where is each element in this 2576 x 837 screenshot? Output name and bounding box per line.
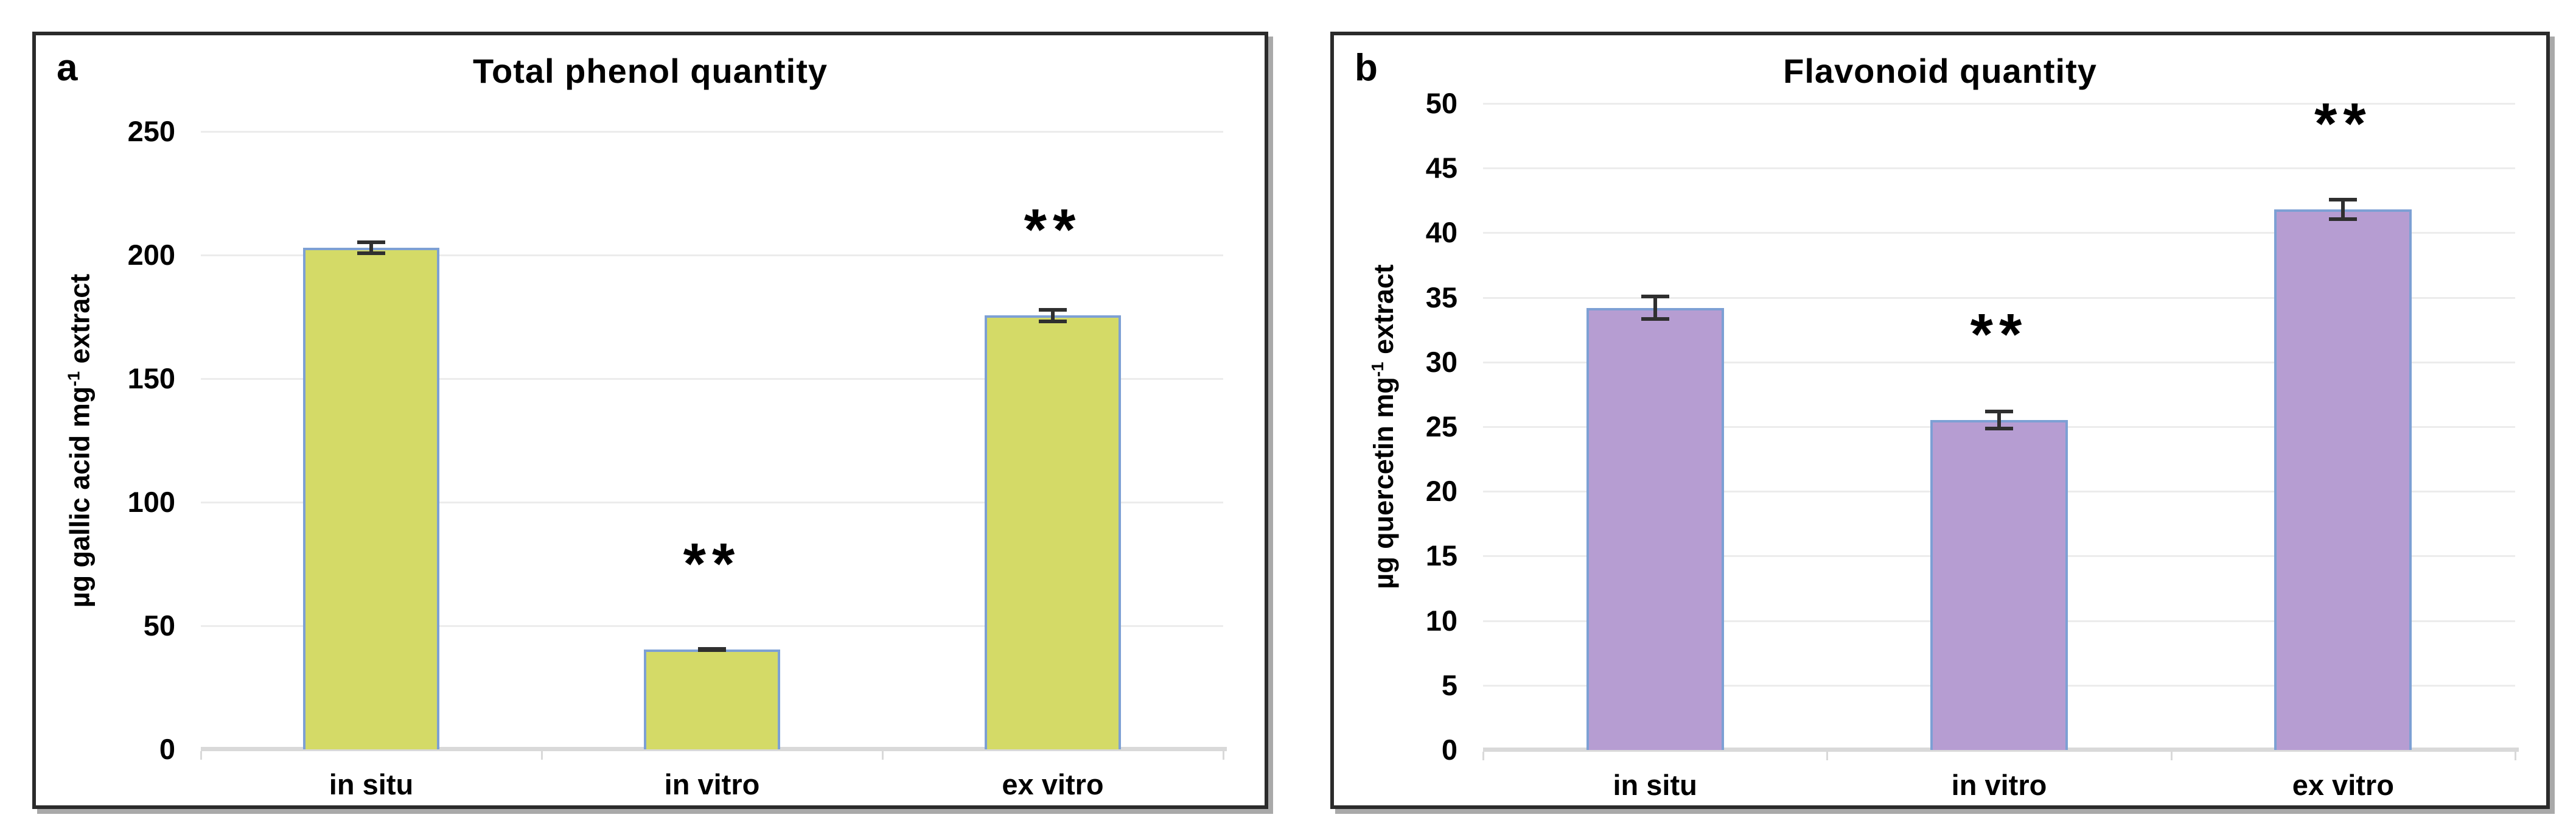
error-bar-cap-bottom xyxy=(1641,317,1669,321)
y-tick-label-50: 50 xyxy=(143,609,175,642)
x-axis-tick xyxy=(2170,752,2173,760)
gridline-50 xyxy=(1483,103,2515,105)
panel-b-letter: b xyxy=(1355,47,1378,89)
error-bar-cap-bottom xyxy=(1039,319,1067,323)
y-tick-label-40: 40 xyxy=(1425,216,1457,249)
x-axis-tick xyxy=(1482,752,1484,760)
error-bar-cap-top xyxy=(2329,198,2358,202)
error-bar-stem xyxy=(369,240,373,255)
error-bar-stem xyxy=(1653,295,1657,321)
y-tick-label-35: 35 xyxy=(1425,281,1457,313)
error-bar-cap-top xyxy=(1985,410,2013,414)
bar-in-situ xyxy=(303,247,439,749)
gridline-45 xyxy=(1483,167,2515,170)
error-bar-cap-bottom xyxy=(2329,217,2358,222)
chart-a-plot-area: ** ** xyxy=(200,131,1227,760)
significance-marker-ex-vitro: ** xyxy=(2314,91,2372,157)
panel-b: b Flavonoid quantity µg quercetin mg-1 e… xyxy=(1330,32,2550,809)
gridline-30 xyxy=(1483,361,2515,363)
error-bar-cap-bottom xyxy=(698,648,726,652)
gridline-40 xyxy=(1483,232,2515,234)
error-bar-cap-bottom xyxy=(357,251,385,255)
x-axis-tick xyxy=(882,751,884,760)
significance-marker-ex-vitro: ** xyxy=(1024,197,1082,263)
y-tick-label-15: 15 xyxy=(1425,539,1457,572)
error-bar-cap-bottom xyxy=(1985,427,2013,431)
bar-in-situ xyxy=(1586,307,1724,750)
y-tick-label-100: 100 xyxy=(127,486,175,518)
y-tick-label-50: 50 xyxy=(1425,87,1457,119)
error-bar-cap-top xyxy=(1039,308,1067,312)
y-tick-label-25: 25 xyxy=(1425,410,1457,443)
y-tick-label-150: 150 xyxy=(127,362,175,394)
y-tick-label-0: 0 xyxy=(159,733,175,765)
gridline-200 xyxy=(201,254,1223,256)
error-bar-in-vitro xyxy=(698,646,726,652)
x-category-label-in-vitro: in vitro xyxy=(1951,769,2047,801)
error-bar-ex-vitro xyxy=(2329,198,2358,222)
x-category-label-in-situ: in situ xyxy=(329,768,414,800)
bar-ex-vitro xyxy=(985,315,1121,749)
gridline-150 xyxy=(201,378,1223,380)
chart-a-y-axis-label: µg gallic acid mg-1 extract xyxy=(64,273,95,608)
significance-marker-in-vitro: ** xyxy=(1970,302,2028,368)
error-bar-cap-top xyxy=(1641,295,1669,299)
error-bar-in-situ xyxy=(1641,295,1669,321)
y-tick-label-250: 250 xyxy=(127,115,175,147)
error-bar-stem xyxy=(2341,198,2345,222)
y-tick-label-20: 20 xyxy=(1425,475,1457,508)
x-category-label-in-vitro: in vitro xyxy=(664,768,760,800)
x-category-label-in-situ: in situ xyxy=(1613,769,1697,801)
chart-b-plot-area: ** ** xyxy=(1482,95,2519,760)
x-axis-tick xyxy=(2515,752,2516,760)
bar-ex-vitro xyxy=(2274,209,2412,750)
chart-a-title: Total phenol quantity xyxy=(472,52,828,90)
y-tick-label-5: 5 xyxy=(1441,668,1457,701)
gridline-35 xyxy=(1483,296,2515,299)
error-bar-ex-vitro xyxy=(1039,308,1067,323)
bar-in-vitro xyxy=(644,649,780,749)
y-tick-label-45: 45 xyxy=(1425,152,1457,184)
error-bar-cap-top xyxy=(357,240,385,244)
chart-b-title: Flavonoid quantity xyxy=(1783,52,2097,90)
y-tick-label-200: 200 xyxy=(127,239,175,271)
x-axis-tick xyxy=(541,751,543,760)
panel-a: a Total phenol quantity µg gallic acid m… xyxy=(32,32,1268,809)
bar-in-vitro xyxy=(1930,420,2068,750)
x-axis-tick xyxy=(1826,752,1829,760)
x-category-label-ex-vitro: ex vitro xyxy=(1002,768,1104,800)
significance-marker-in-vitro: ** xyxy=(683,531,741,597)
gridline-50 xyxy=(201,625,1223,627)
gridline-100 xyxy=(201,502,1223,503)
y-tick-label-0: 0 xyxy=(1441,734,1457,766)
panel-a-letter: a xyxy=(57,47,78,89)
error-bar-stem xyxy=(1997,410,2001,431)
error-bar-in-situ xyxy=(357,240,385,255)
gridline-250 xyxy=(201,131,1223,133)
error-bar-stem xyxy=(1051,308,1055,323)
x-axis-tick xyxy=(1223,751,1224,760)
y-tick-label-30: 30 xyxy=(1425,345,1457,378)
y-tick-label-10: 10 xyxy=(1425,604,1457,637)
x-axis-tick xyxy=(200,751,202,760)
x-category-label-ex-vitro: ex vitro xyxy=(2292,769,2394,801)
error-bar-in-vitro xyxy=(1985,410,2013,431)
